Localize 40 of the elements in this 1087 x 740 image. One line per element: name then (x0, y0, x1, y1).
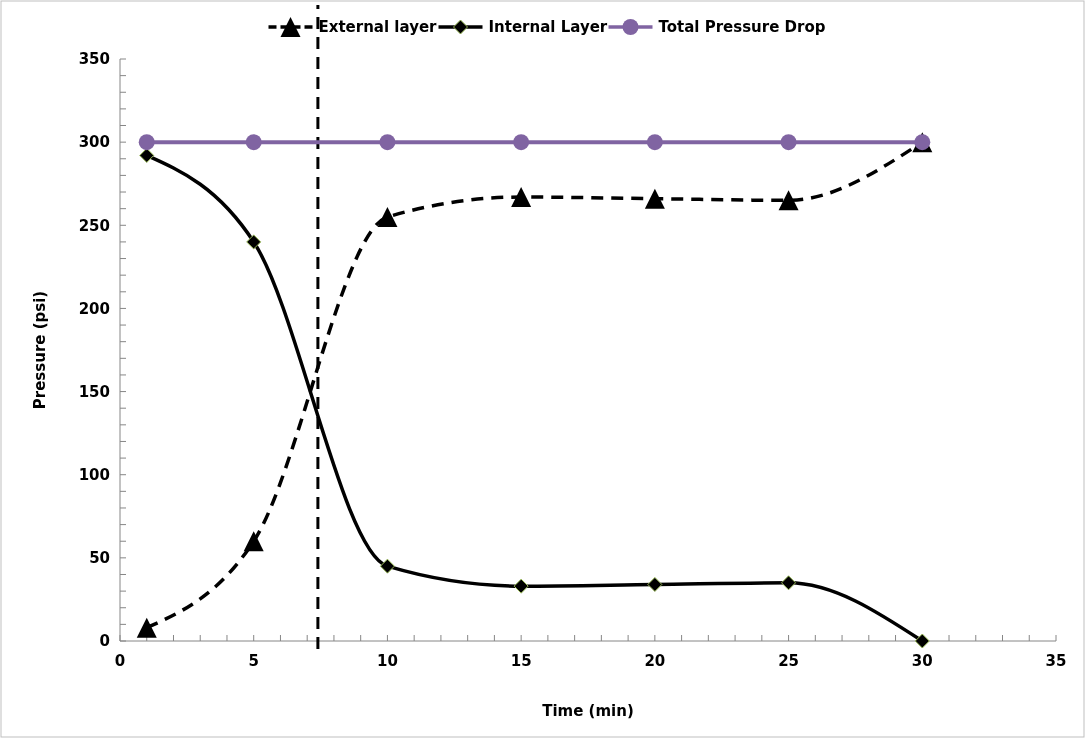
y-tick-label: 150 (78, 382, 110, 401)
point (379, 134, 396, 151)
point (377, 206, 398, 227)
y-tick-label: 0 (99, 632, 110, 651)
x-tick-label: 15 (510, 652, 532, 670)
point (914, 633, 930, 649)
point (379, 558, 395, 574)
point (139, 147, 155, 163)
point (136, 617, 157, 638)
x-tick-label: 10 (376, 652, 398, 670)
y-tick-label: 200 (78, 299, 110, 318)
y-axis-title: Pressure (psi) (31, 290, 49, 410)
x-tick-label: 5 (248, 652, 259, 670)
legend-label: Internal Layer (488, 18, 608, 37)
legend-label: Total Pressure Drop (658, 18, 826, 37)
point (778, 190, 799, 211)
x-axis-title: Time (min) (542, 702, 634, 720)
point (138, 134, 155, 151)
y-tick-label: 300 (78, 133, 110, 152)
x-tick-label: 35 (1045, 652, 1067, 670)
point (245, 134, 262, 151)
point (511, 187, 532, 208)
point (781, 575, 797, 591)
y-tick-label: 250 (78, 216, 110, 235)
point (644, 188, 665, 209)
x-tick-label: 30 (911, 652, 933, 670)
y-tick-label: 50 (89, 549, 110, 568)
point (646, 134, 663, 151)
y-tick-label: 350 (78, 50, 110, 69)
x-tick-label: 0 (114, 652, 126, 670)
point (513, 134, 530, 151)
point (513, 578, 529, 594)
x-tick-label: 25 (778, 652, 800, 670)
point (647, 576, 663, 592)
point (243, 531, 264, 552)
point (246, 234, 262, 250)
point (780, 134, 797, 151)
legend-label: External layer (318, 18, 438, 37)
y-tick-label: 100 (78, 465, 110, 484)
x-tick-label: 20 (644, 652, 666, 670)
